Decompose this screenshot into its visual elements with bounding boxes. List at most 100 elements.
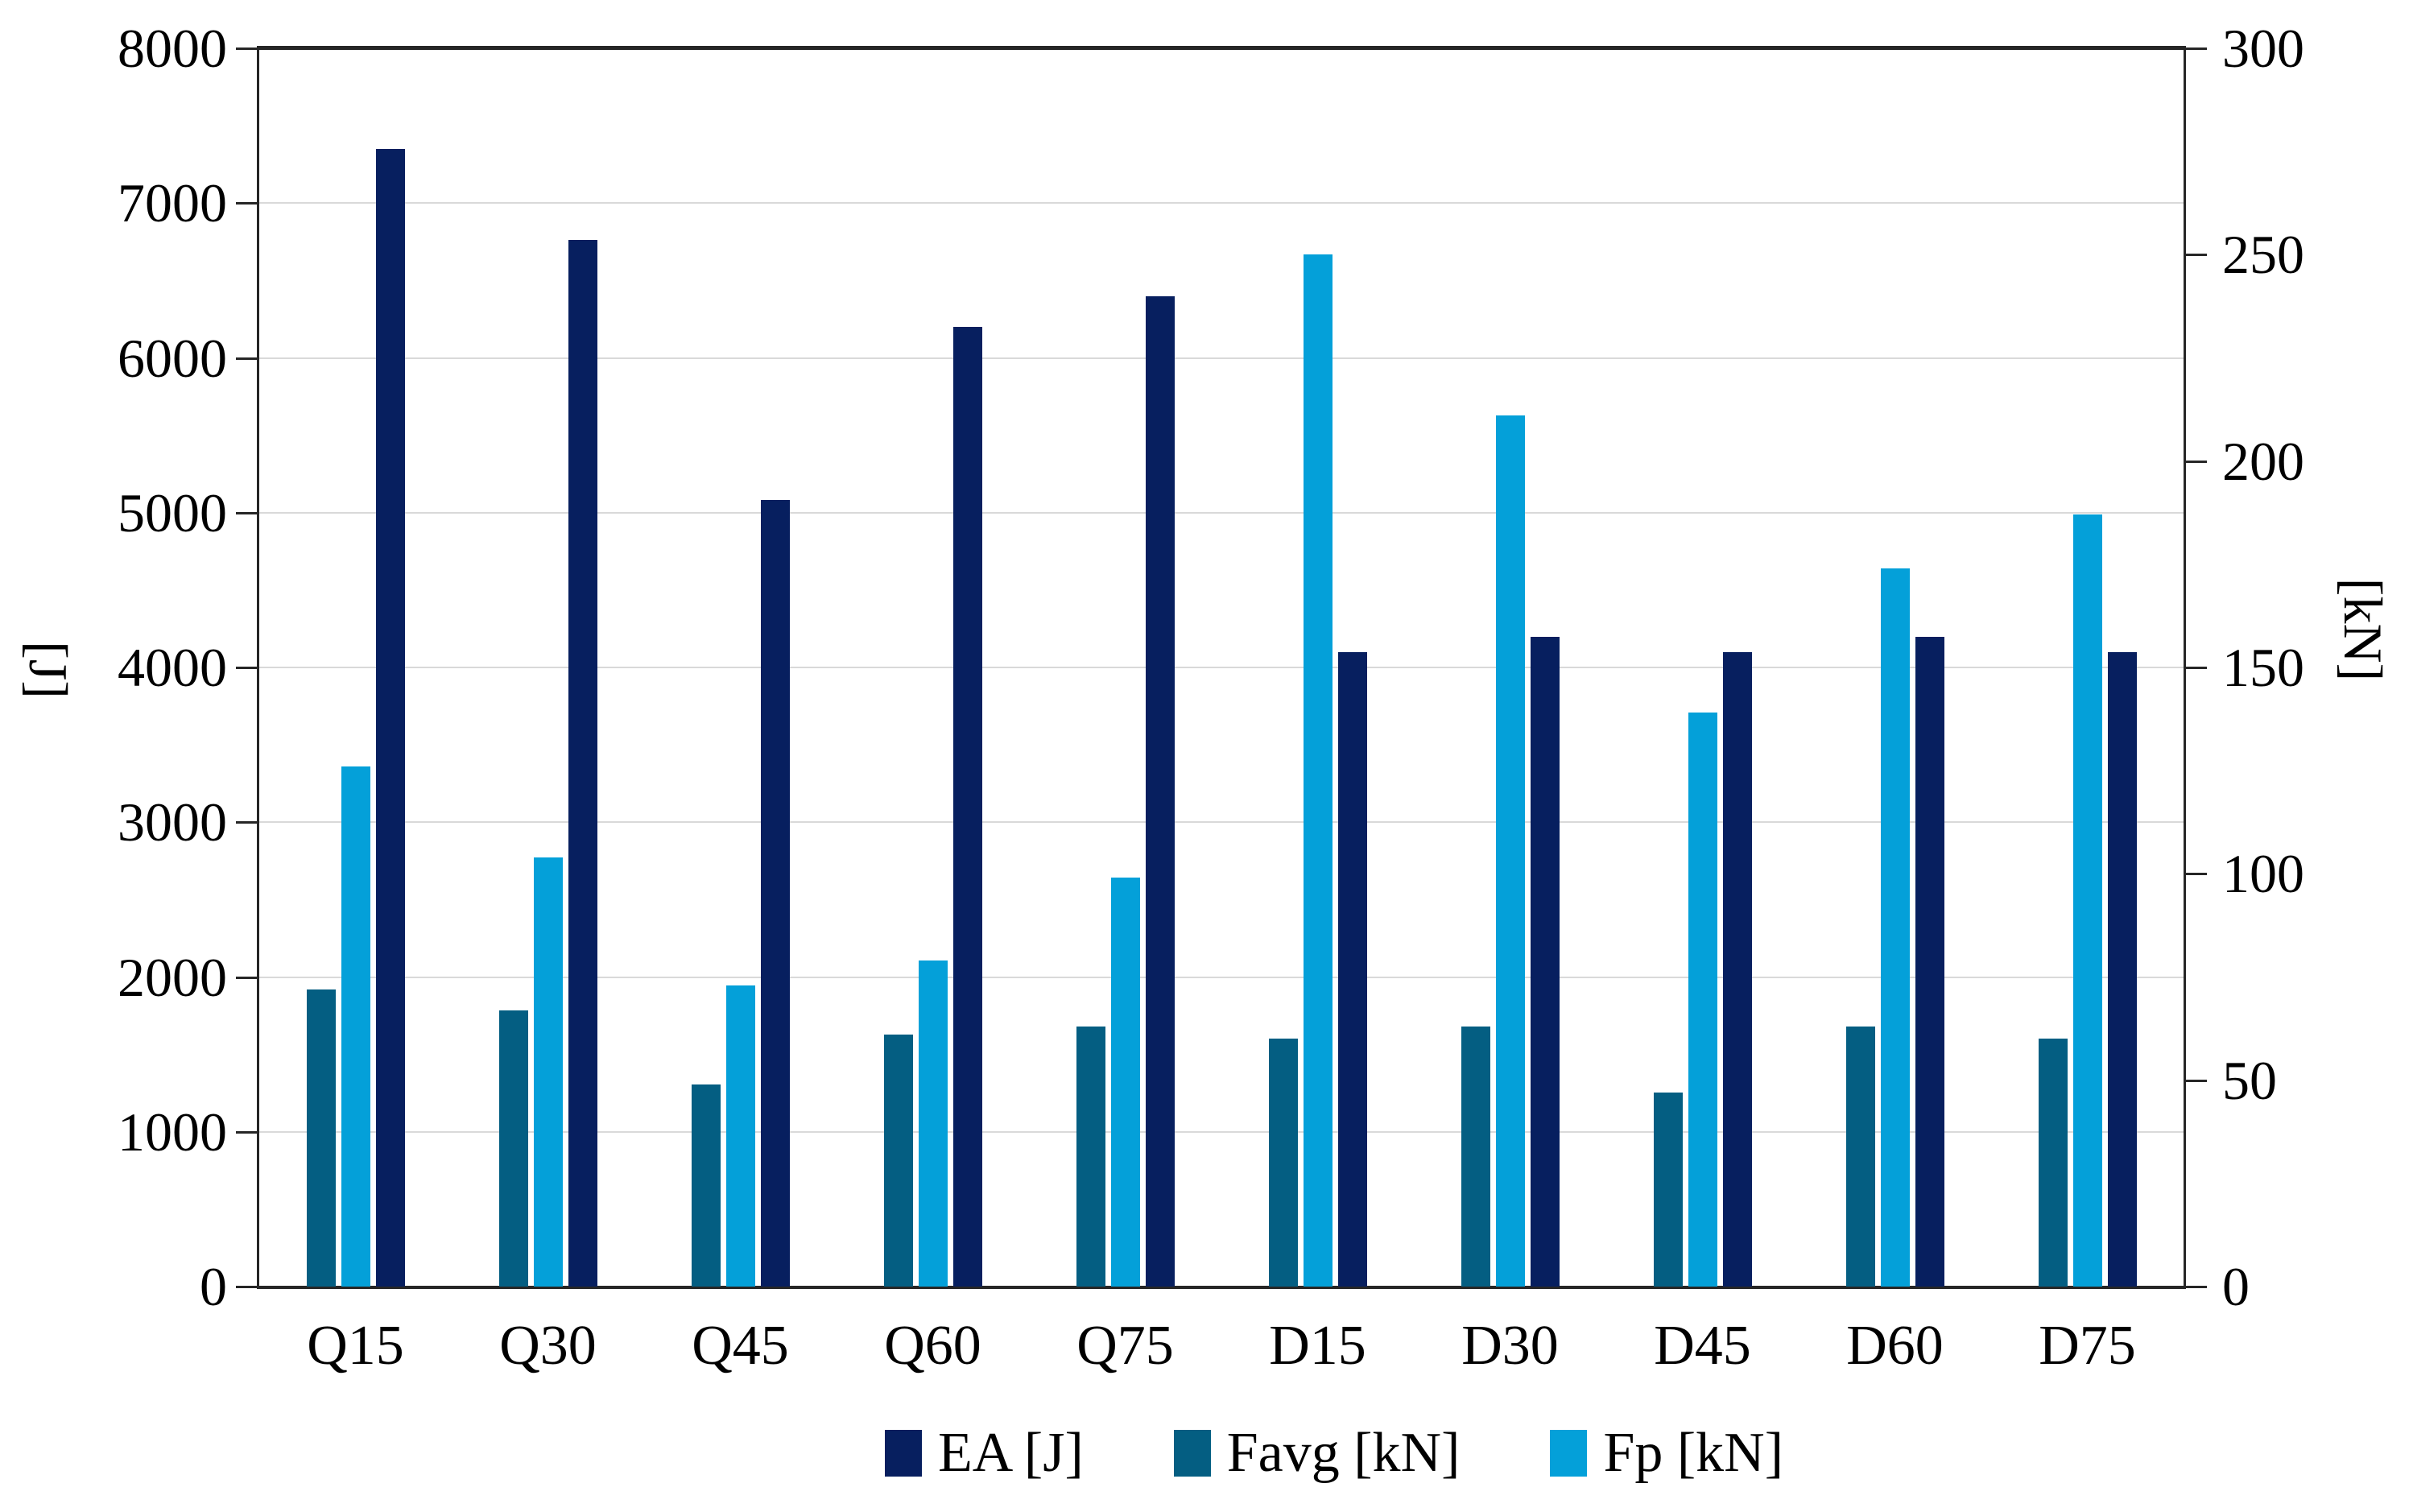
x-axis-label-d45: D45 bbox=[1654, 1315, 1751, 1377]
left-tick-label: 1000 bbox=[118, 1101, 227, 1163]
bar-ea-q30 bbox=[568, 240, 597, 1287]
x-axis-label-d15: D15 bbox=[1269, 1315, 1366, 1377]
bar-group-q60 bbox=[837, 48, 1029, 1287]
gridline bbox=[259, 976, 2184, 978]
legend-swatch-icon bbox=[1173, 1430, 1211, 1477]
bar-favg-q30 bbox=[498, 1010, 528, 1287]
bar-ea-d60 bbox=[1915, 636, 1944, 1287]
x-axis-label-d60: D60 bbox=[1846, 1315, 1944, 1377]
left-tick-mark bbox=[236, 821, 257, 824]
left-tick-mark bbox=[236, 48, 257, 50]
bar-ea-d75 bbox=[2107, 651, 2137, 1287]
bar-ea-q15 bbox=[375, 148, 405, 1287]
bar-group-d15 bbox=[1221, 48, 1414, 1287]
bar-fp-d30 bbox=[1495, 415, 1525, 1287]
plot-top-border bbox=[257, 46, 2186, 50]
left-axis-title: [J] bbox=[18, 641, 80, 699]
legend-label: Fp [kN] bbox=[1603, 1422, 1784, 1484]
left-tick-label: 7000 bbox=[118, 172, 227, 234]
y-axis-line-left bbox=[257, 46, 259, 1289]
bar-ea-q75 bbox=[1145, 295, 1175, 1287]
bar-favg-d75 bbox=[2038, 1039, 2068, 1287]
bar-group-d45 bbox=[1606, 48, 1799, 1287]
right-tick-mark bbox=[2186, 873, 2207, 876]
bar-fp-q15 bbox=[341, 766, 370, 1287]
bar-group-d30 bbox=[1414, 48, 1606, 1287]
left-tick-mark bbox=[236, 511, 257, 514]
bar-favg-q15 bbox=[306, 989, 336, 1287]
bar-ea-d45 bbox=[1722, 651, 1752, 1287]
x-axis-line bbox=[257, 1286, 2186, 1289]
bar-fp-q60 bbox=[918, 960, 948, 1287]
left-tick-mark bbox=[236, 202, 257, 205]
plot-area bbox=[259, 48, 2184, 1287]
bar-ea-q60 bbox=[952, 327, 982, 1287]
legend-item-ea: EA [J] bbox=[884, 1421, 1084, 1485]
bar-favg-q45 bbox=[691, 1084, 721, 1287]
gridline bbox=[259, 821, 2184, 824]
x-axis-label-q75: Q75 bbox=[1076, 1315, 1174, 1377]
right-tick-label: 0 bbox=[2222, 1256, 2250, 1317]
left-tick-label: 3000 bbox=[118, 791, 227, 853]
bar-group-q75 bbox=[1029, 48, 1221, 1287]
legend-label: EA [J] bbox=[937, 1422, 1084, 1484]
left-tick-mark bbox=[236, 357, 257, 360]
legend: EA [J] Favg [kN] Fp [kN] bbox=[372, 1421, 2296, 1485]
bar-group-d60 bbox=[1799, 48, 1991, 1287]
gridline bbox=[259, 202, 2184, 204]
left-tick-label: 4000 bbox=[118, 637, 227, 698]
bar-fp-q75 bbox=[1110, 878, 1140, 1287]
bar-favg-d15 bbox=[1268, 1039, 1298, 1287]
bar-favg-d30 bbox=[1461, 1027, 1490, 1287]
x-axis-labels: Q15 Q30 Q45 Q60 Q75 D15 D30 D45 D60 D75 bbox=[259, 1314, 2184, 1386]
y-axis-line-right bbox=[2184, 46, 2186, 1289]
gridline bbox=[259, 357, 2184, 359]
x-axis-label-q15: Q15 bbox=[307, 1315, 404, 1377]
legend-swatch-icon bbox=[1550, 1430, 1588, 1477]
bar-ea-d15 bbox=[1337, 651, 1367, 1287]
bar-fp-d45 bbox=[1688, 713, 1717, 1287]
bar-fp-d60 bbox=[1880, 568, 1910, 1287]
gridline bbox=[259, 511, 2184, 514]
left-tick-mark bbox=[236, 1130, 257, 1134]
x-axis-label-q60: Q60 bbox=[884, 1315, 981, 1377]
bar-fp-q30 bbox=[533, 857, 563, 1287]
bar-group-q45 bbox=[644, 48, 837, 1287]
right-tick-mark bbox=[2186, 460, 2207, 463]
right-axis-title: [kN] bbox=[2332, 577, 2394, 682]
right-tick-mark bbox=[2186, 48, 2207, 50]
bar-group-d75 bbox=[1991, 48, 2184, 1287]
right-tick-label: 100 bbox=[2222, 843, 2304, 905]
right-tick-label: 200 bbox=[2222, 430, 2304, 492]
bar-group-q15 bbox=[259, 48, 452, 1287]
right-tick-label: 150 bbox=[2222, 637, 2304, 698]
bar-favg-q60 bbox=[883, 1035, 913, 1287]
left-tick-label: 6000 bbox=[118, 327, 227, 389]
bar-fp-q45 bbox=[725, 985, 755, 1287]
right-tick-label: 250 bbox=[2222, 224, 2304, 286]
right-tick-mark bbox=[2186, 1286, 2207, 1288]
right-tick-mark bbox=[2186, 667, 2207, 669]
left-tick-mark bbox=[236, 1286, 257, 1288]
bar-fp-d75 bbox=[2072, 514, 2102, 1287]
right-tick-mark bbox=[2186, 254, 2207, 257]
right-tick-label: 300 bbox=[2222, 18, 2304, 79]
x-axis-label-q30: Q30 bbox=[499, 1315, 597, 1377]
left-tick-label: 5000 bbox=[118, 481, 227, 543]
legend-swatch-icon bbox=[884, 1430, 922, 1477]
x-axis-label-d30: D30 bbox=[1461, 1315, 1559, 1377]
left-tick-label: 0 bbox=[200, 1256, 227, 1317]
bar-ea-q45 bbox=[760, 500, 790, 1287]
x-axis-label-d75: D75 bbox=[2039, 1315, 2136, 1377]
left-tick-label: 2000 bbox=[118, 946, 227, 1008]
left-tick-mark bbox=[236, 976, 257, 979]
x-axis-label-q45: Q45 bbox=[692, 1315, 789, 1377]
legend-item-favg: Favg [kN] bbox=[1173, 1421, 1461, 1485]
gridline bbox=[259, 667, 2184, 668]
left-tick-label: 8000 bbox=[118, 18, 227, 79]
legend-item-fp: Fp [kN] bbox=[1550, 1421, 1783, 1485]
legend-label: Favg [kN] bbox=[1226, 1422, 1461, 1484]
bar-fp-d15 bbox=[1303, 254, 1333, 1287]
bar-favg-d45 bbox=[1653, 1093, 1683, 1287]
